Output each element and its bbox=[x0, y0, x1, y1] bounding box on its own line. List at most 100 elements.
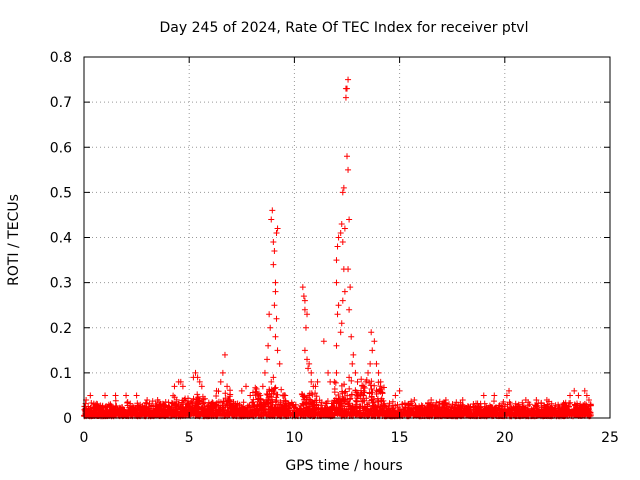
data-point bbox=[243, 383, 250, 390]
y-tick-label: 0.5 bbox=[50, 185, 72, 201]
y-tick-label: 0.8 bbox=[50, 50, 72, 66]
data-point bbox=[367, 360, 374, 367]
data-point bbox=[312, 383, 319, 390]
data-point bbox=[259, 383, 266, 390]
data-point bbox=[333, 369, 340, 376]
data-point bbox=[585, 396, 592, 403]
data-point bbox=[198, 383, 205, 390]
data-point bbox=[270, 374, 277, 381]
data-point bbox=[305, 365, 312, 372]
data-point bbox=[333, 257, 340, 264]
data-point bbox=[179, 383, 186, 390]
data-point bbox=[345, 266, 352, 273]
x-tick-label: 5 bbox=[185, 430, 194, 446]
data-point bbox=[571, 387, 578, 394]
data-point bbox=[345, 76, 352, 83]
data-point bbox=[459, 396, 466, 403]
data-point bbox=[320, 338, 327, 345]
x-axis-label: GPS time / hours bbox=[285, 458, 402, 474]
data-point bbox=[301, 297, 308, 304]
data-point bbox=[522, 396, 529, 403]
data-point bbox=[375, 369, 382, 376]
y-tick-label: 0.1 bbox=[50, 366, 72, 382]
grid-lines bbox=[84, 57, 610, 418]
data-point bbox=[325, 369, 332, 376]
data-point bbox=[334, 243, 341, 250]
data-point bbox=[365, 369, 372, 376]
x-tick-label: 20 bbox=[496, 430, 514, 446]
y-tick-label: 0.2 bbox=[50, 321, 72, 337]
data-point bbox=[350, 351, 357, 358]
axis-ticks bbox=[83, 56, 611, 419]
data-point bbox=[268, 216, 275, 223]
data-point bbox=[335, 234, 342, 241]
dense-point-band bbox=[81, 376, 594, 420]
data-point bbox=[221, 351, 228, 358]
data-point bbox=[348, 333, 355, 340]
data-point bbox=[339, 189, 346, 196]
data-point bbox=[347, 284, 354, 291]
data-point bbox=[346, 216, 353, 223]
data-point bbox=[396, 387, 403, 394]
data-point bbox=[272, 279, 279, 286]
data-point bbox=[217, 378, 224, 385]
data-point bbox=[442, 396, 449, 403]
y-tick-label: 0.4 bbox=[50, 231, 72, 247]
data-point bbox=[301, 347, 308, 354]
data-point bbox=[267, 324, 274, 331]
data-point bbox=[270, 239, 277, 246]
data-point bbox=[339, 239, 346, 246]
data-point bbox=[213, 387, 220, 394]
y-tick-label: 0.3 bbox=[50, 276, 72, 292]
data-point bbox=[270, 261, 277, 268]
data-point bbox=[271, 302, 278, 309]
plot-frame bbox=[83, 56, 611, 419]
y-tick-label: 0.6 bbox=[50, 140, 72, 156]
data-point bbox=[411, 396, 418, 403]
data-point bbox=[301, 306, 308, 313]
data-point bbox=[369, 347, 376, 354]
tick-labels: 0 5 10 15 20 25 0 0.1 0.2 0.3 0.4 0.5 0.6 0.7 0.8 bbox=[50, 50, 619, 446]
data-point bbox=[352, 369, 359, 376]
data-point bbox=[506, 387, 513, 394]
data-point bbox=[337, 229, 344, 236]
data-point bbox=[272, 333, 279, 340]
data-point bbox=[196, 378, 203, 385]
data-point bbox=[583, 392, 590, 399]
data-point bbox=[87, 392, 94, 399]
data-point bbox=[346, 306, 353, 313]
data-point bbox=[264, 356, 271, 363]
data-point bbox=[368, 329, 375, 336]
data-point bbox=[177, 378, 184, 385]
data-point bbox=[377, 378, 384, 385]
x-tick-label: 15 bbox=[391, 430, 409, 446]
data-point bbox=[154, 396, 161, 403]
chart-title: Day 245 of 2024, Rate Of TEC Index for r… bbox=[160, 20, 529, 36]
data-point bbox=[581, 387, 588, 394]
data-point bbox=[371, 338, 378, 345]
x-tick-label: 0 bbox=[80, 430, 89, 446]
y-tick-label: 0.7 bbox=[50, 95, 72, 111]
data-point bbox=[333, 342, 340, 349]
data-point bbox=[261, 369, 268, 376]
data-point bbox=[344, 153, 350, 160]
data-point bbox=[428, 396, 435, 403]
data-point bbox=[299, 284, 306, 291]
data-point bbox=[334, 311, 341, 318]
data-point bbox=[333, 279, 340, 286]
data-point bbox=[266, 311, 273, 318]
data-point bbox=[102, 392, 109, 399]
data-point bbox=[503, 392, 510, 399]
data-point bbox=[192, 369, 199, 376]
data-point bbox=[362, 378, 369, 385]
data-point bbox=[133, 392, 140, 399]
y-tick-label: 0 bbox=[63, 411, 72, 427]
data-point bbox=[340, 184, 347, 191]
data-point bbox=[314, 378, 321, 385]
data-point bbox=[274, 225, 281, 232]
data-point bbox=[567, 392, 574, 399]
data-point bbox=[274, 347, 281, 354]
data-point bbox=[331, 378, 338, 385]
data-point bbox=[268, 378, 275, 385]
